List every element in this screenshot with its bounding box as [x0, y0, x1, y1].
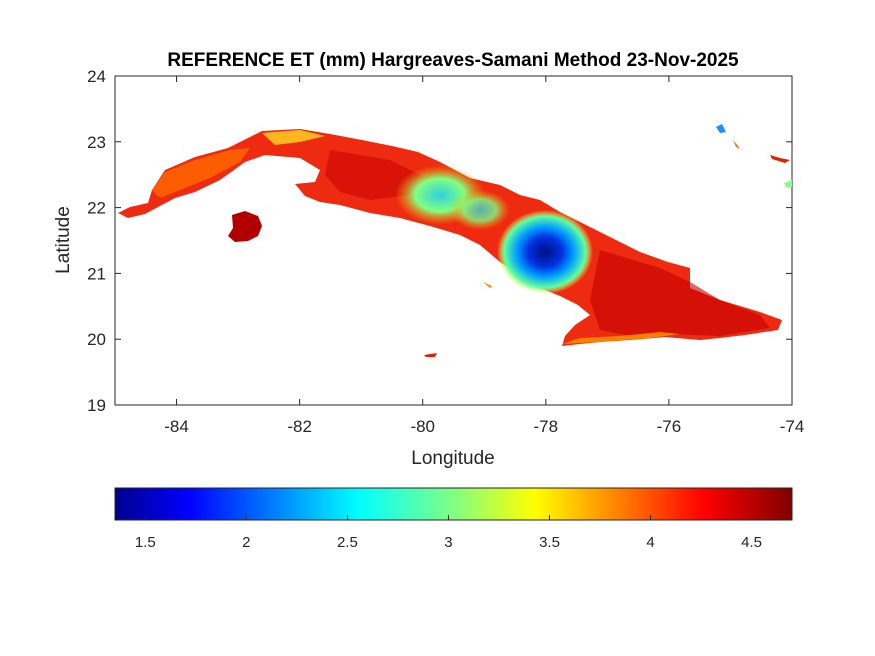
colorbar-tick-label: 1.5	[135, 534, 156, 551]
cay-south	[424, 353, 437, 357]
south-coast-patch	[562, 332, 680, 344]
colorbar-tick-label: 4.5	[741, 534, 762, 551]
colorbar-tick-label: 2	[242, 534, 250, 551]
axes-frame	[114, 75, 793, 406]
high-et-patch-west	[152, 148, 250, 198]
x-tick-label: -78	[534, 417, 559, 436]
colorbar-ticks: 1.5 2 2.5 3 3.5 4 4.5	[135, 515, 762, 551]
y-axis-label: Latitude	[53, 206, 74, 274]
y-tick-label: 21	[87, 264, 106, 283]
x-axis-ticks: -84 -82 -80 -78 -76 -74	[164, 76, 804, 436]
x-tick-label: -80	[410, 417, 435, 436]
x-tick-label: -76	[657, 417, 682, 436]
colorbar-tick-label: 4	[646, 534, 654, 551]
x-tick-label: -82	[287, 417, 312, 436]
high-et-patch-north	[262, 130, 325, 145]
y-tick-label: 24	[87, 67, 106, 86]
y-tick-label: 22	[87, 199, 106, 218]
x-axis-label: Longitude	[411, 448, 494, 469]
colorbar-tick-label: 3	[444, 534, 452, 551]
cay-east-4	[784, 180, 792, 187]
map-plot-area: -84 -82 -80 -78 -76 -74 19 20 21 22 23 24	[87, 67, 804, 436]
colorbar-gradient	[114, 487, 793, 521]
y-tick-label: 20	[87, 330, 106, 349]
x-tick-label: -74	[780, 417, 805, 436]
x-tick-label: -84	[164, 417, 189, 436]
chart-title: REFERENCE ET (mm) Hargreaves-Samani Meth…	[167, 50, 739, 71]
high-et-patch-east	[590, 250, 770, 336]
cay-east-2	[733, 140, 740, 149]
cay-east-3	[770, 155, 790, 163]
cuba-et-field	[118, 124, 792, 357]
high-et-patch-center	[325, 150, 420, 200]
camaguey-minimum-zone	[497, 210, 593, 294]
colorbar-tick-label: 2.5	[337, 534, 358, 551]
colorbar-tick-label: 3.5	[539, 534, 560, 551]
central-low-et-zone-2	[450, 190, 510, 230]
y-axis-ticks: 19 20 21 22 23 24	[87, 67, 792, 415]
isla-de-la-juventud	[228, 211, 262, 242]
y-tick-label: 19	[87, 396, 106, 415]
cay-sw	[483, 282, 492, 288]
y-tick-label: 23	[87, 133, 106, 152]
colorbar: 1.5 2 2.5 3 3.5 4 4.5	[114, 487, 793, 551]
cay-east-1	[716, 124, 726, 133]
